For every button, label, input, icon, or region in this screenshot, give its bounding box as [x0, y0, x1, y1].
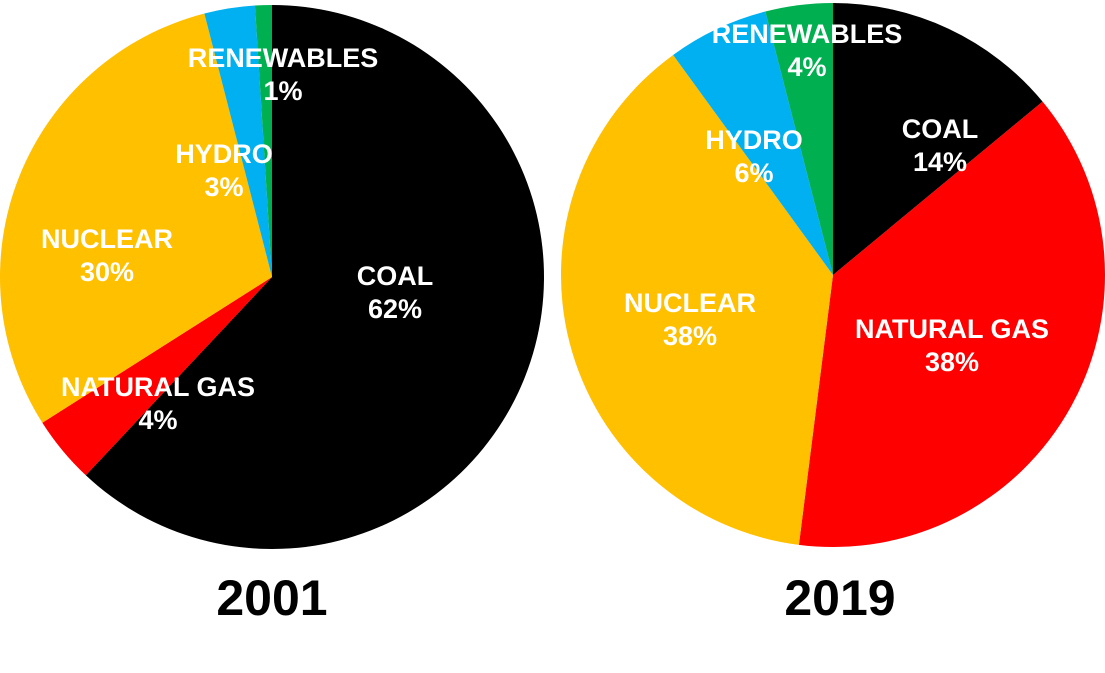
slice-value-label: 4%	[138, 405, 177, 435]
slice-value-label: 62%	[368, 294, 422, 324]
slice-value-label: 3%	[204, 172, 243, 202]
slice-renewables	[254, 5, 272, 277]
slice-label: HYDRO	[705, 125, 803, 155]
slice-value-label: 4%	[787, 52, 826, 82]
slice-coal	[85, 5, 544, 549]
slice-nuclear	[0, 13, 272, 423]
slice-label: NUCLEAR	[41, 224, 173, 254]
slice-label: NUCLEAR	[624, 288, 756, 318]
slice-nuclear	[560, 54, 833, 545]
slice-label: COAL	[357, 261, 434, 291]
slice-value-label: 38%	[925, 347, 979, 377]
slice-label: HYDRO	[175, 139, 273, 169]
slice-label: COAL	[902, 114, 979, 144]
slice-hydro	[673, 11, 833, 276]
slice-natural-gas	[42, 277, 272, 476]
slice-hydro	[204, 5, 272, 277]
slice-value-label: 30%	[80, 257, 134, 287]
slice-label: NATURAL GAS	[855, 314, 1049, 344]
chart-title: 2019	[784, 570, 895, 626]
slice-label: NATURAL GAS	[61, 372, 255, 402]
chart-title: 2001	[216, 570, 327, 626]
slice-value-label: 1%	[263, 76, 302, 106]
slice-value-label: 14%	[913, 147, 967, 177]
slice-label: RENEWABLES	[188, 43, 379, 73]
slice-label: RENEWABLES	[712, 19, 903, 49]
slice-value-label: 6%	[734, 158, 773, 188]
slice-value-label: 38%	[663, 321, 717, 351]
slice-natural-gas	[798, 101, 1105, 548]
slice-renewables	[765, 3, 833, 275]
slice-coal	[833, 3, 1043, 275]
